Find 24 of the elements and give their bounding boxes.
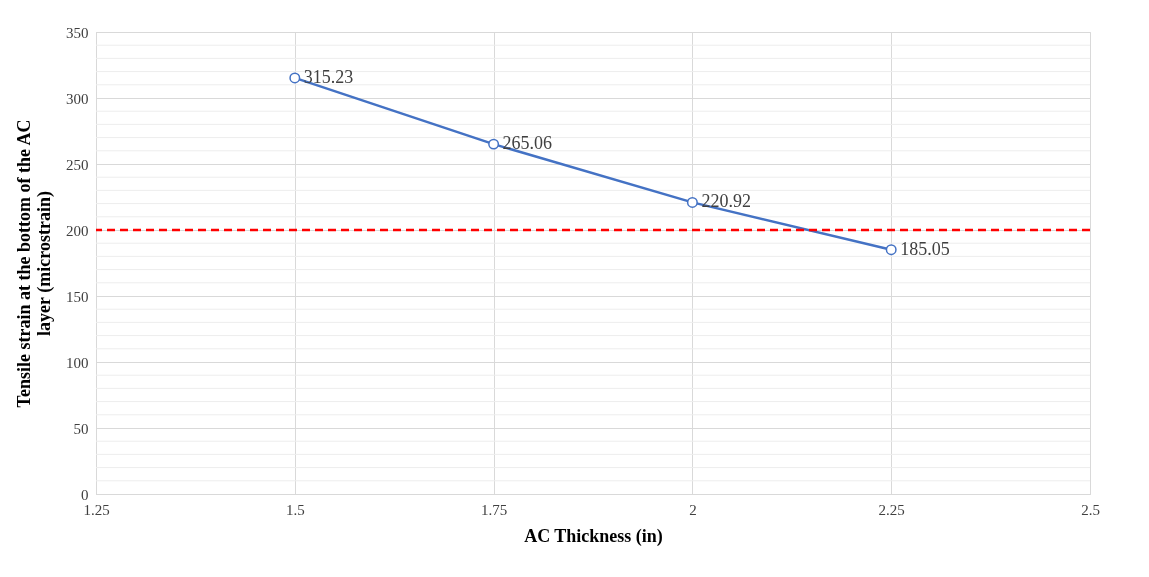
y-tick-label: 350 (66, 24, 89, 41)
data-label: 185.05 (900, 238, 950, 259)
y-tick-label: 100 (66, 354, 89, 371)
x-tick-label: 2.5 (1081, 501, 1100, 518)
point (488, 138, 500, 150)
y-tick-label: 200 (66, 222, 89, 239)
y-axis-title: Tensile strain at the bottom of the AC layer (microstrain) (14, 119, 55, 408)
x-tick-label: 2 (689, 501, 697, 518)
data-label: 315.23 (303, 66, 354, 87)
x-tick-label: 2.25 (878, 501, 905, 518)
data-label: 265.06 (502, 133, 553, 154)
x-tick-label: 1.25 (83, 501, 110, 518)
y-tick-label: 0 (81, 486, 89, 503)
point (686, 196, 698, 208)
data-label: 220.92 (701, 191, 751, 212)
point (885, 244, 897, 256)
x-tick-label: 1.5 (285, 501, 305, 518)
y-tick-label: 50 (73, 420, 89, 437)
x-axis-title: AC Thickness (in) (524, 525, 663, 547)
y-tick-label: 300 (66, 90, 89, 107)
x-tick-label: 1.75 (480, 501, 508, 518)
y-tick-label: 250 (66, 156, 89, 173)
y-tick-label: 150 (66, 288, 89, 305)
point (289, 72, 301, 84)
